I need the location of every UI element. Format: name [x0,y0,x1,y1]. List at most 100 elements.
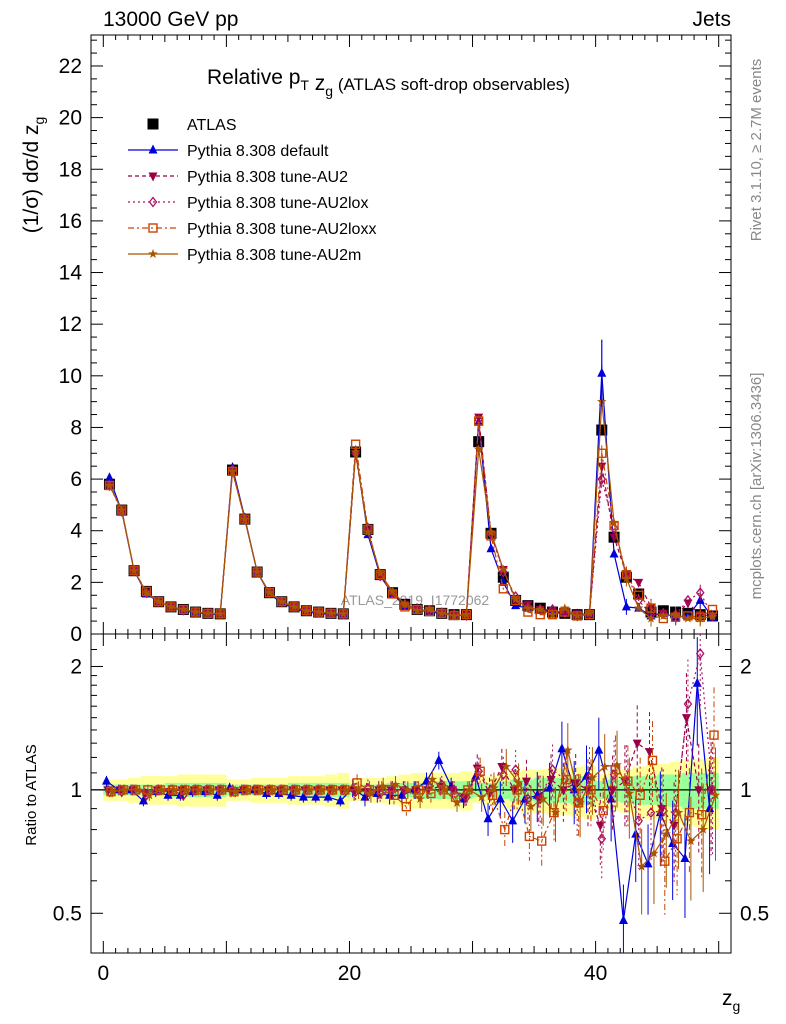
legend-marker-au2 [148,172,158,182]
series-point-au2m [424,604,435,614]
ratio-point-au2 [681,714,691,724]
ratio-point-default [483,813,493,823]
ratio-point-au2lox [548,764,557,776]
series-point-au2m [117,505,127,515]
ratio-point-default [323,791,333,801]
series-point-au2m [609,518,619,527]
ratio-point-au2m [193,784,204,794]
ratio-point-au2 [509,786,519,796]
ratio-point-au2loxx [389,790,399,800]
series-point-au2m [166,601,176,611]
ratio-point-au2m [316,784,327,794]
ratio-y-tick-label-right: 2 [740,655,752,678]
ratio-point-au2lox [388,784,397,796]
ratio-point-au2m [452,797,462,807]
series-point-au2m [400,599,410,609]
series-point-default [621,601,631,611]
ratio-point-default [434,754,444,764]
legend-marker-data [147,118,159,130]
series-point-au2m [104,480,115,490]
ratio-point-au2 [546,775,556,785]
ratio-point-au2 [423,786,433,796]
ratio-point-au2m [464,784,475,794]
series-point-au2m [227,466,238,476]
ratio-point-au2m [587,772,598,782]
y-tick-label: 2 [70,571,82,594]
ratio-point-au2loxx [672,834,682,844]
mcplots-label: mcplots.cern.ch [arXiv:1306.3436] [748,373,765,600]
series-point-default [486,543,496,553]
ratio-y-tick-label: 2 [70,655,82,678]
y-tick-label: 16 [59,210,82,233]
series-point-data [633,588,645,600]
series-point-data [473,436,485,448]
ratio-point-au2loxx [475,766,485,776]
ratio-point-au2m [132,784,142,794]
ratio-point-au2m [243,784,253,794]
legend-label-data: ATLAS [187,117,237,134]
ratio-point-au2 [694,786,704,796]
series-point-default [609,548,619,558]
ratio-point-au2lox [449,784,459,796]
series-point-au2m [350,447,361,456]
legend-label-au2m: Pythia 8.308 tune-AU2m [187,247,361,264]
series-point-au2m [572,610,582,620]
legend-marker-au2lox [148,196,158,208]
series-point-au2m [301,605,312,615]
ratio-point-default [397,789,407,799]
ratio-point-au2m [390,779,401,789]
ratio-point-au2m [600,761,610,771]
ratio-point-au2 [521,777,531,787]
ratio-point-au2lox [498,768,508,781]
ratio-point-au2loxx [524,831,535,842]
ratio-point-au2m [144,790,155,800]
ratio-point-au2m [513,777,524,787]
x-axis-label: zg [722,987,740,1014]
ratio-point-au2m [427,774,438,784]
ratio-point-au2m [476,792,487,802]
ratio-point-default [495,793,505,803]
ratio-point-default [360,791,370,801]
legend-label-au2lox: Pythia 8.308 tune-AU2lox [187,195,368,212]
ratio-point-default [298,791,308,801]
ratio-point-au2m [710,790,721,800]
energy-label: 13000 GeV pp [103,8,239,31]
x-tick-label: 40 [584,962,607,985]
ratio-point-au2loxx [647,755,658,766]
ratio-point-au2loxx [487,790,498,800]
ratio-point-au2loxx [684,807,695,818]
ratio-point-default [557,743,567,753]
ratio-point-default [102,775,112,785]
ratio-point-au2m [686,836,696,846]
series-point-au2m [375,568,385,578]
series-point-au2m [363,527,373,537]
ratio-point-default [508,815,518,825]
series-point-au2m [473,444,484,454]
x-tick-label: 0 [97,962,109,985]
ratio-point-au2m [366,788,376,798]
ratio-point-au2lox [425,780,434,792]
ratio-point-au2m [378,781,388,791]
series-point-au2m [449,610,459,620]
series-point-au2m [707,611,718,621]
ratio-point-au2m [612,760,622,769]
series-point-au2m [633,603,644,613]
ratio-point-default [311,791,321,801]
ratio-point-au2lox [658,805,668,817]
series-point-au2m [153,596,164,606]
series-point-au2m [658,610,669,620]
ratio-point-au2loxx [352,778,362,788]
ratio-point-default [692,677,702,687]
ratio-point-au2loxx [697,809,707,820]
ratio-point-au2loxx [660,856,670,866]
ratio-point-au2m [156,784,167,794]
ratio-y-tick-label: 1 [70,779,82,802]
ratio-point-au2 [411,786,421,796]
ratio-point-au2m [292,784,302,794]
x-tick-label: 20 [338,962,361,985]
y-axis-label: (1/σ) dσ/d zg [20,117,47,234]
y-tick-label: 18 [59,158,82,181]
ratio-point-au2m [329,784,339,794]
ratio-point-default [582,770,592,780]
ratio-point-au2m [206,784,216,794]
